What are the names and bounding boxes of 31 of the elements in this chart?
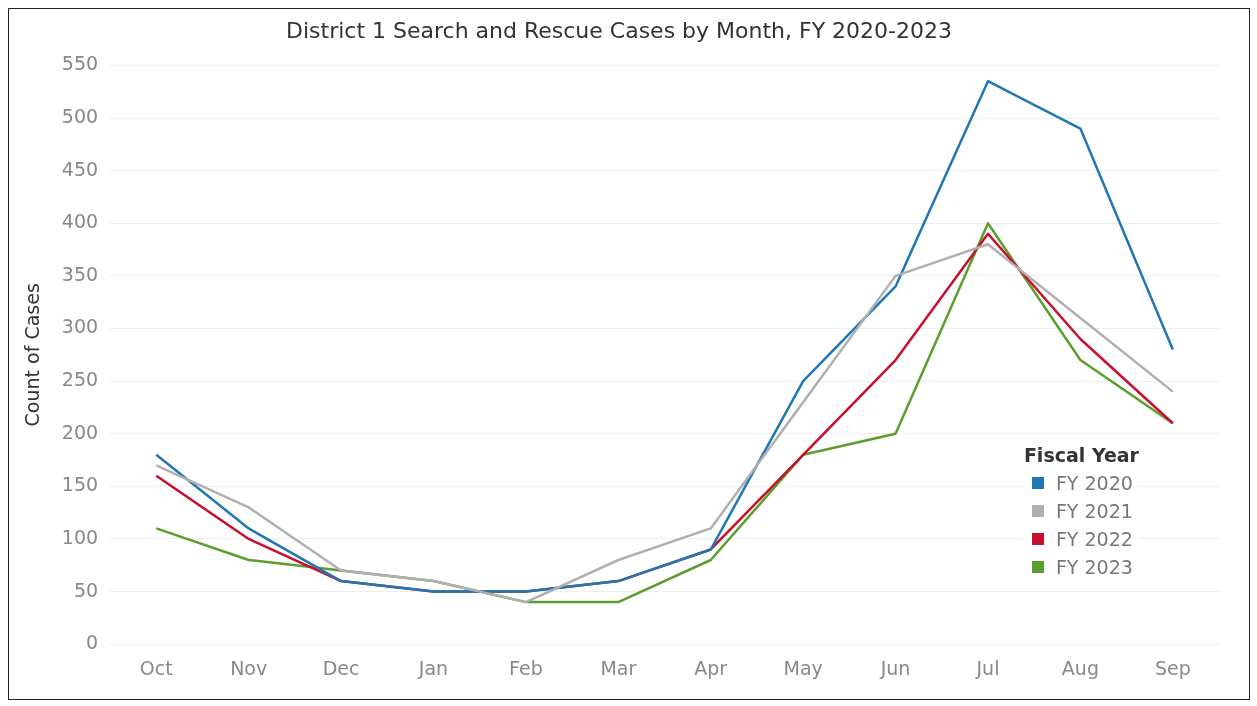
legend-label: FY 2021 [1055,500,1133,522]
x-tick-label: May [783,656,823,679]
y-tick-label: 450 [61,157,99,180]
x-tick-label: Jul [975,656,1000,679]
x-tick-label: Sep [1154,656,1191,679]
legend-title: Fiscal Year [1023,444,1139,466]
legend-label: FY 2020 [1055,472,1133,494]
y-tick-label: 350 [61,262,99,285]
x-tick-label: Aug [1061,656,1099,679]
x-tick-label: Jan [417,656,449,679]
x-tick-label: Jun [879,656,911,679]
y-tick-label: 100 [61,525,99,548]
y-tick-label: 0 [85,631,99,654]
x-tick-label: Apr [694,656,728,679]
y-tick-label: 150 [61,473,99,496]
y-tick-label: 50 [73,578,99,601]
y-axis-title: Count of Cases [21,283,44,427]
legend-label: FY 2023 [1055,556,1133,578]
x-tick-label: Oct [139,656,173,679]
x-tick-label: Feb [509,656,543,679]
x-tick-label: Nov [230,656,268,679]
x-tick-label: Mar [600,656,637,679]
y-tick-label: 250 [61,368,99,391]
x-tick-label: Dec [322,656,360,679]
chart-title: District 1 Search and Rescue Cases by Month, FY 2020-2023 [285,17,953,43]
y-tick-label: 500 [61,104,99,127]
legend-label: FY 2022 [1055,528,1133,550]
y-tick-label: 300 [61,315,99,338]
y-tick-label: 400 [61,210,99,233]
y-tick-label: 550 [61,52,99,75]
y-tick-label: 200 [61,420,99,443]
